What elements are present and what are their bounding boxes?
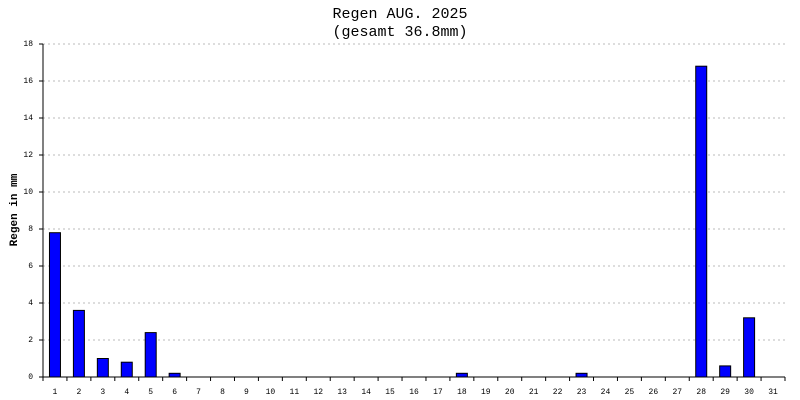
x-tick-label: 23 [577,388,587,397]
x-tick-label: 22 [553,388,563,397]
y-tick-label: 18 [23,40,33,49]
x-tick-label: 28 [696,388,706,397]
x-tick-label: 6 [172,388,177,397]
y-tick-label: 6 [28,262,33,271]
y-tick-label: 2 [28,336,33,345]
x-tick-label: 5 [148,388,153,397]
x-tick-label: 20 [505,388,515,397]
x-tick-label: 31 [768,388,778,397]
x-tick-label: 25 [625,388,635,397]
chart-title: Regen AUG. 2025 [332,6,467,23]
bar [96,358,109,378]
y-tick-label: 4 [28,299,33,308]
x-tick-label: 17 [433,388,443,397]
y-tick-label: 16 [23,77,33,86]
x-tick-label: 29 [720,388,730,397]
bar [120,361,133,378]
bar [144,332,157,378]
bar [168,372,181,378]
x-tick-label: 12 [313,388,323,397]
x-tick-label: 2 [76,388,81,397]
x-tick-label: 13 [337,388,347,397]
bar [575,372,588,378]
x-tick-label: 19 [481,388,491,397]
x-tick-label: 3 [100,388,105,397]
x-tick-label: 4 [124,388,129,397]
x-tick-label: 7 [196,388,201,397]
x-tick-label: 16 [409,388,419,397]
x-tick-label: 15 [385,388,395,397]
x-tick-label: 9 [244,388,249,397]
bar [455,372,468,378]
y-tick-label: 8 [28,225,33,234]
x-tick-label: 30 [744,388,754,397]
bar [695,65,708,378]
y-tick-label: 0 [28,373,33,382]
x-tick-label: 24 [601,388,611,397]
chart-subtitle: (gesamt 36.8mm) [332,24,467,41]
bar [719,365,732,378]
x-tick-label: 21 [529,388,539,397]
y-axis-label: Regen in mm [9,173,21,246]
y-tick-label: 14 [23,114,33,123]
bar [48,232,61,378]
x-tick-label: 1 [53,388,58,397]
x-tick-label: 26 [649,388,659,397]
x-tick-label: 14 [361,388,371,397]
x-tick-label: 10 [266,388,276,397]
x-tick-label: 18 [457,388,467,397]
x-tick-label: 11 [290,388,300,397]
y-tick-label: 12 [23,151,33,160]
bar [72,309,85,378]
y-tick-label: 10 [23,188,33,197]
x-tick-label: 27 [672,388,682,397]
bar [743,317,756,378]
x-tick-label: 8 [220,388,225,397]
